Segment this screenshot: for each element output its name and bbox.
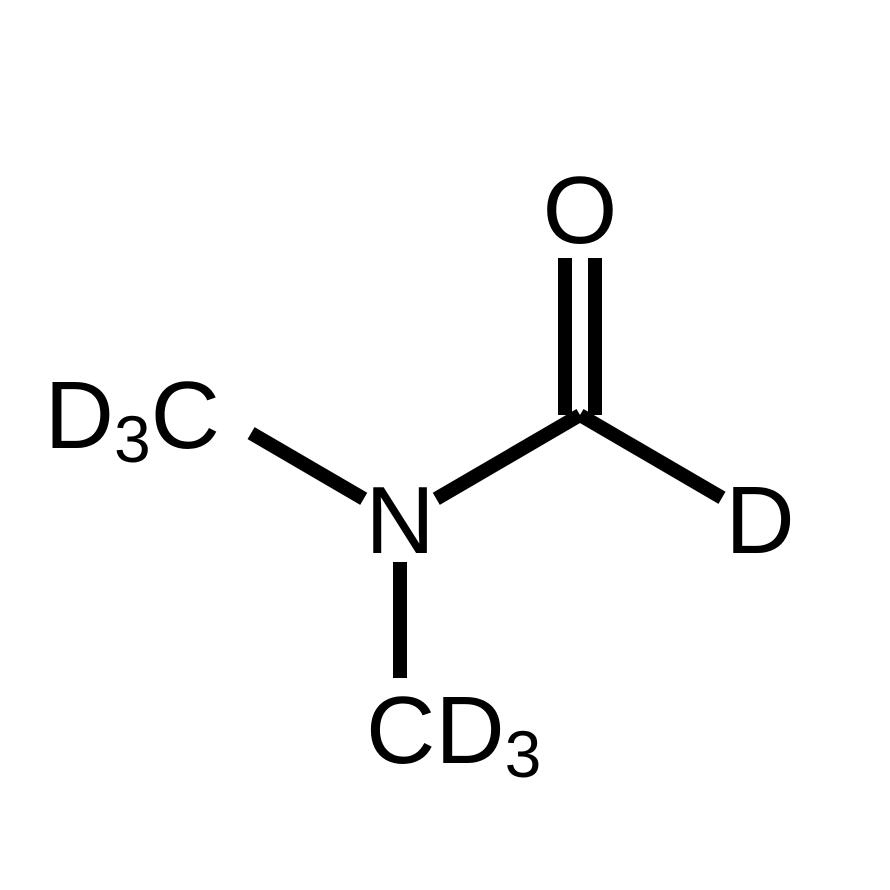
atom-label: N (365, 467, 434, 574)
molecule-diagram: N D3C CD3 O D (0, 0, 890, 890)
atom-label: D (725, 467, 794, 574)
bond (580, 415, 722, 498)
atom-label: CD3 (366, 677, 541, 792)
atom-label: O (543, 157, 618, 264)
atom-label: D3C (45, 362, 220, 477)
bond (251, 433, 364, 499)
bond (436, 415, 580, 499)
